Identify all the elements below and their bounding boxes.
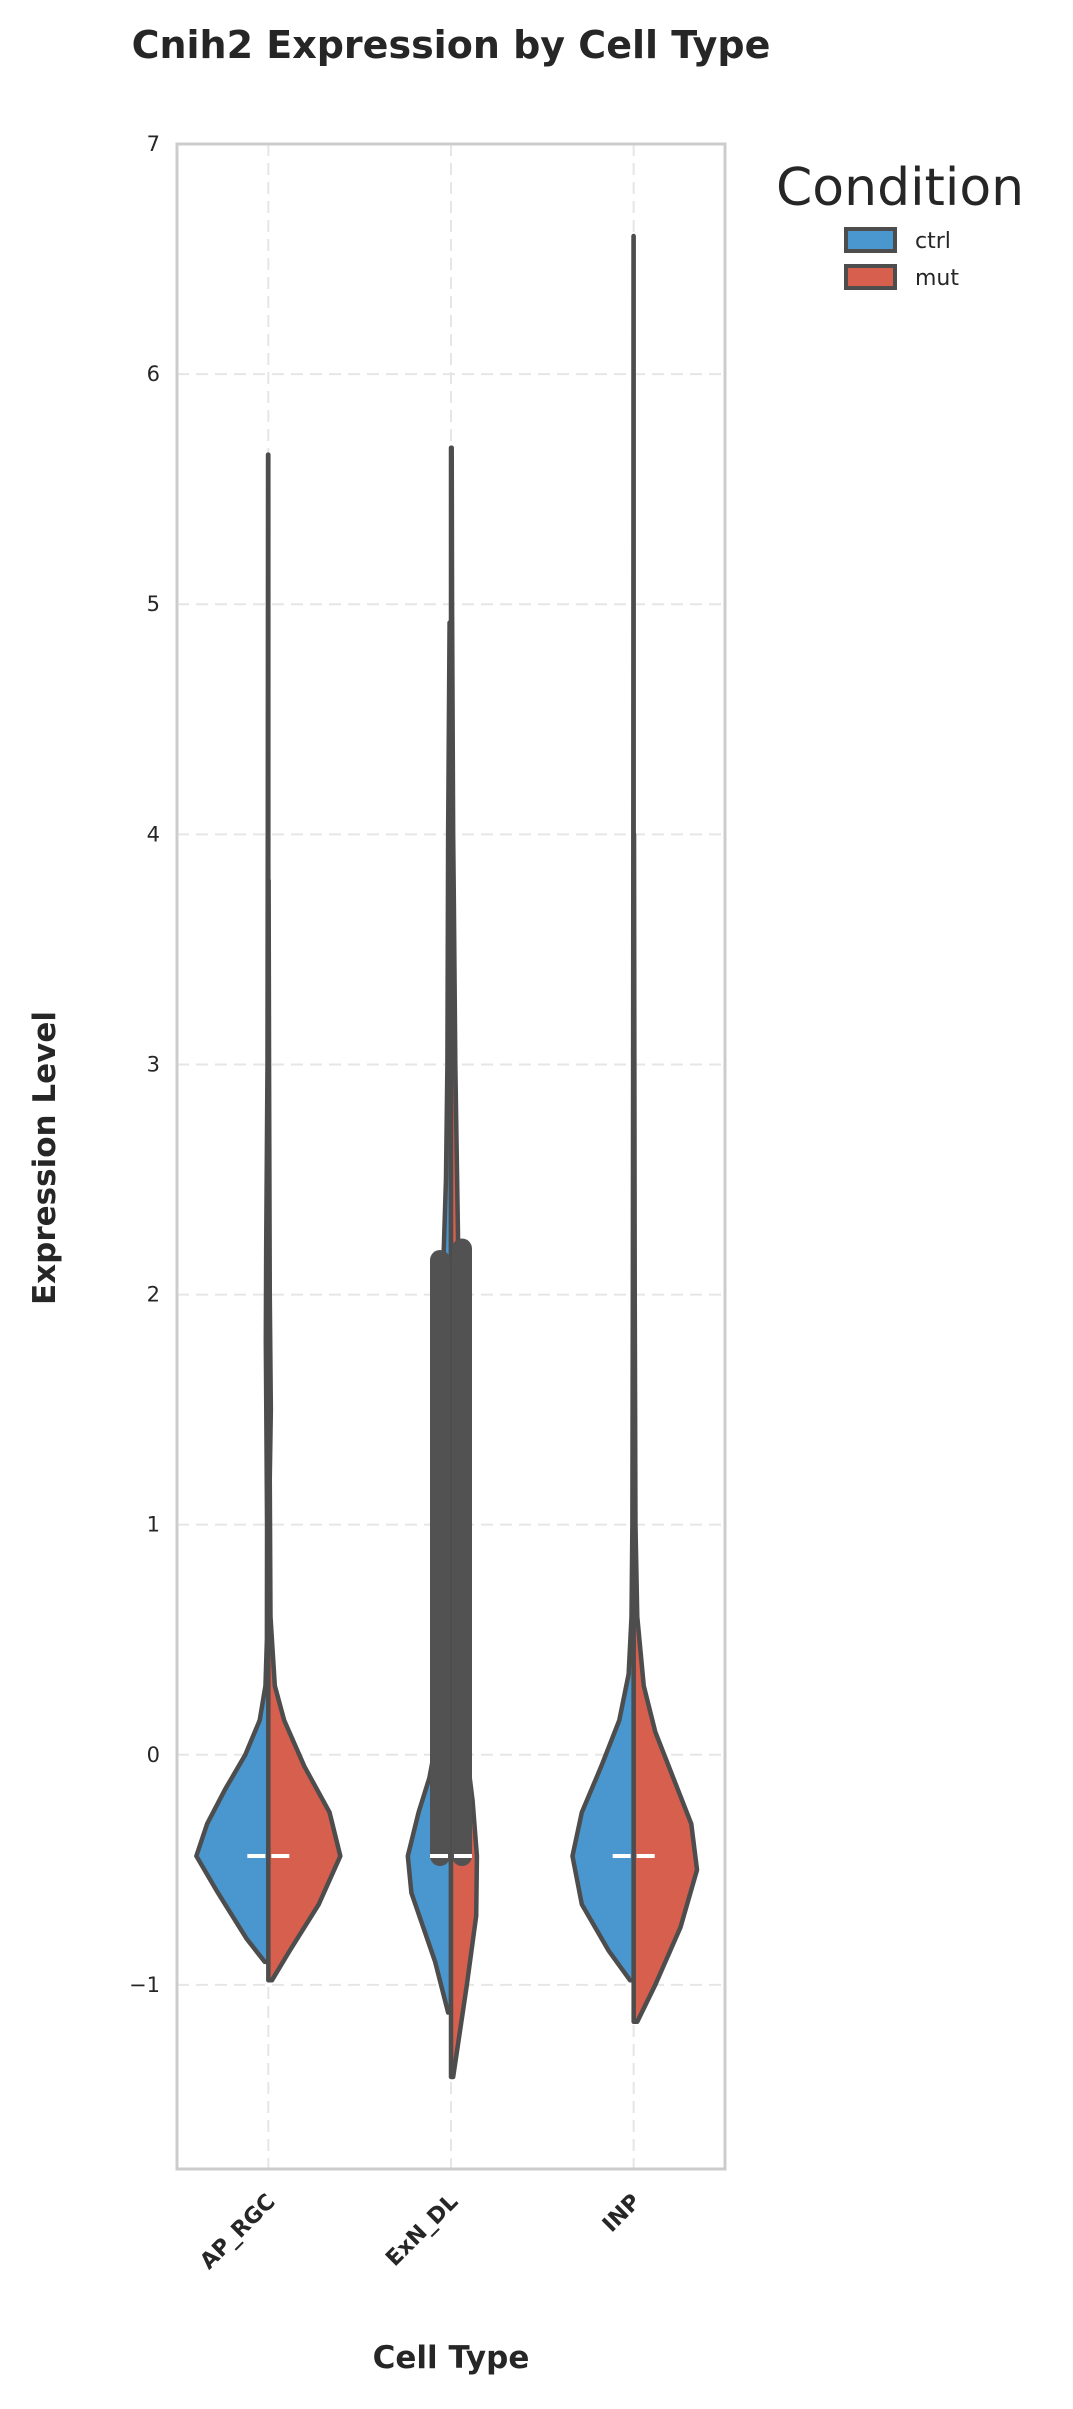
legend-label-ctrl: ctrl xyxy=(915,229,951,254)
plot-frame xyxy=(175,142,727,2171)
y-tick-label: 2 xyxy=(147,1283,160,1307)
legend-swatch-mut xyxy=(844,264,897,290)
y-tick-label: 7 xyxy=(147,132,160,156)
y-tick-label: 5 xyxy=(147,592,160,616)
y-tick-label: 0 xyxy=(147,1743,160,1767)
violin-ctrl-INP xyxy=(570,233,636,1983)
legend: Condition ctrl mut xyxy=(776,158,1024,291)
y-axis-label: Expression Level xyxy=(27,1011,63,1305)
legend-label-mut: mut xyxy=(915,266,959,291)
y-tick-label: 4 xyxy=(147,822,160,846)
violin-mut-INP xyxy=(631,832,700,2024)
legend-swatch-ctrl xyxy=(844,227,897,253)
y-tick-label: −1 xyxy=(129,1973,160,1997)
y-tick-label: 1 xyxy=(147,1513,160,1537)
legend-title: Condition xyxy=(776,158,1024,218)
y-tick-label: 6 xyxy=(147,362,160,386)
x-axis-label: Cell Type xyxy=(373,2340,530,2376)
violin-mut-AP_RGC xyxy=(266,878,343,1983)
violin-ctrl-AP_RGC xyxy=(194,452,271,1965)
y-tick-label: 3 xyxy=(147,1052,160,1076)
chart-title: Cnih2 Expression by Cell Type xyxy=(132,23,771,67)
